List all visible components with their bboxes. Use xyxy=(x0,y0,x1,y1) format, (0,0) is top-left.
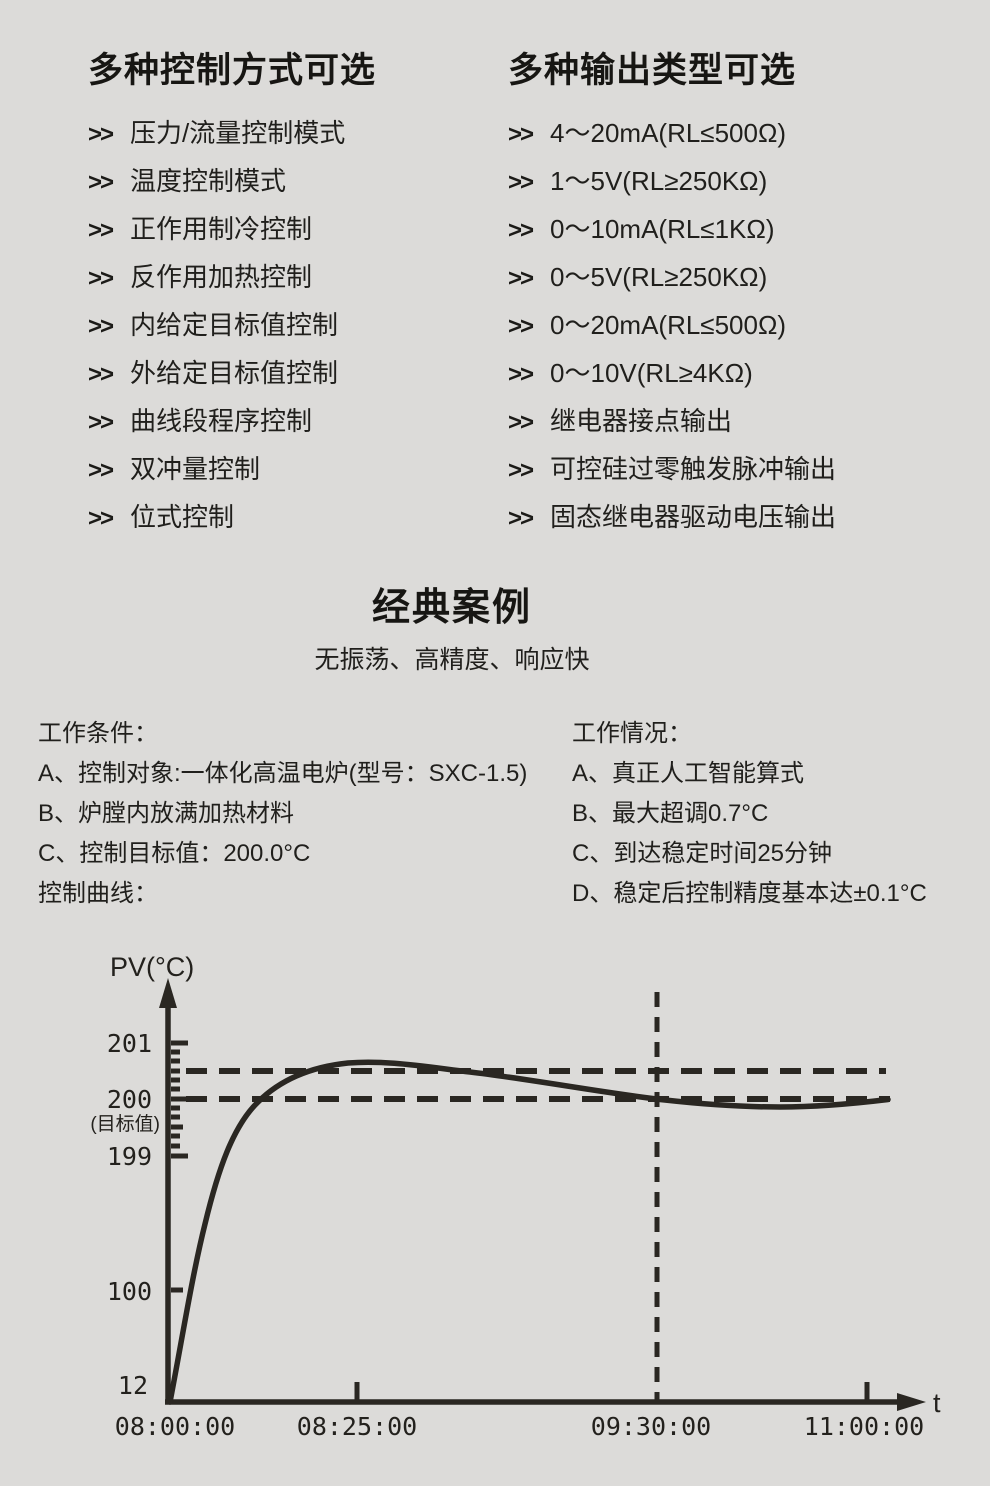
control-mode-label: 正作用制冷控制 xyxy=(130,214,313,244)
control-mode-item: >> 双冲量控制 xyxy=(88,445,376,493)
output-type-item: >> 1～5V(RL≥250KΩ) xyxy=(508,157,836,205)
output-type-item: >> 可控硅过零触发脉冲输出 xyxy=(508,445,836,493)
chevron-bullet-icon: >> xyxy=(508,265,534,292)
control-mode-item: >> 温度控制模式 xyxy=(88,157,376,205)
chevron-bullet-icon: >> xyxy=(88,409,114,436)
chevron-bullet-icon: >> xyxy=(508,169,534,196)
chevron-bullet-icon: >> xyxy=(88,265,114,292)
chevron-bullet-icon: >> xyxy=(508,313,534,340)
control-mode-item: >> 位式控制 xyxy=(88,493,376,541)
output-type-item: >> 继电器接点输出 xyxy=(508,397,836,445)
chevron-bullet-icon: >> xyxy=(88,169,114,196)
y-axis-arrow-icon xyxy=(159,978,177,1008)
control-modes-title: 多种控制方式可选 xyxy=(88,51,377,90)
x-tick-09-30-00: 09:30:00 xyxy=(591,1412,711,1441)
control-modes-list: >> 压力/流量控制模式 >> 温度控制模式 >> 正作用制冷控制 >> 反作用加热控制… xyxy=(88,109,376,541)
output-type-label: 固态继电器驱动电压输出 xyxy=(550,502,837,532)
case-subtitle: 无振荡、高精度、响应快 xyxy=(314,646,590,674)
chevron-bullet-icon: >> xyxy=(508,457,534,484)
y-tick-100: 100 xyxy=(107,1277,152,1306)
output-types-title: 多种输出类型可选 xyxy=(508,51,797,90)
chevron-bullet-icon: >> xyxy=(88,313,114,340)
control-mode-label: 外给定目标值控制 xyxy=(130,358,339,388)
chevron-bullet-icon: >> xyxy=(508,361,534,388)
control-mode-label: 内给定目标值控制 xyxy=(130,310,339,340)
x-tick-11-00-00: 11:00:00 xyxy=(804,1412,924,1441)
output-type-item: >> 固态继电器驱动电压输出 xyxy=(508,493,836,541)
output-type-label: 4～20mA(RL≤500Ω) xyxy=(550,118,787,148)
control-mode-label: 反作用加热控制 xyxy=(130,262,313,292)
control-mode-item: >> 压力/流量控制模式 xyxy=(88,109,376,157)
output-types-list: >> 4～20mA(RL≤500Ω) >> 1～5V(RL≥250KΩ) >> 0～1… xyxy=(508,109,836,541)
chevron-bullet-icon: >> xyxy=(88,457,114,484)
result-item: C、到达稳定时间25分钟 xyxy=(572,840,833,867)
x-tick-08-25-00: 08:25:00 xyxy=(297,1412,417,1441)
working-results-heading: 工作情况： xyxy=(572,720,692,747)
control-mode-label: 温度控制模式 xyxy=(130,166,287,196)
output-type-label: 0～10mA(RL≤1KΩ) xyxy=(550,214,775,244)
output-type-item: >> 0～20mA(RL≤500Ω) xyxy=(508,301,836,349)
output-type-item: >> 0～10mA(RL≤1KΩ) xyxy=(508,205,836,253)
output-types-section: 多种输出类型可选 >> 4～20mA(RL≤500Ω) >> 1～5V(RL≥250… xyxy=(508,42,836,541)
working-results: 工作情况： A、真正人工智能算式 B、最大超调0.7°C C、到达稳定时间25分… xyxy=(572,714,927,914)
control-mode-item: >> 反作用加热控制 xyxy=(88,253,376,301)
output-type-label: 可控硅过零触发脉冲输出 xyxy=(550,454,837,484)
result-item: B、最大超调0.7°C xyxy=(572,800,769,827)
control-mode-label: 双冲量控制 xyxy=(130,454,261,484)
output-type-label: 继电器接点输出 xyxy=(550,406,733,436)
working-conditions: 工作条件： A、控制对象:一体化高温电炉(型号：SXC-1.5) B、炉膛内放满… xyxy=(38,714,527,914)
target-value-note: (目标值) xyxy=(90,1113,160,1135)
x-axis-label: t xyxy=(933,1388,941,1418)
condition-item: C、控制目标值：200.0°C xyxy=(38,840,311,867)
chevron-bullet-icon: >> xyxy=(88,361,114,388)
chevron-bullet-icon: >> xyxy=(88,217,114,244)
y-tick-200: 200 xyxy=(107,1085,152,1114)
control-mode-label: 位式控制 xyxy=(130,502,235,532)
output-type-label: 1～5V(RL≥250KΩ) xyxy=(550,166,768,196)
chevron-bullet-icon: >> xyxy=(88,121,114,148)
output-type-item: >> 0～5V(RL≥250KΩ) xyxy=(508,253,836,301)
y-axis-ruler-ticks xyxy=(171,1040,188,1293)
control-modes-section: 多种控制方式可选 >> 压力/流量控制模式 >> 温度控制模式 >> 正作用制冷控制 … xyxy=(88,42,376,541)
y-axis-label: PV(°C) xyxy=(110,952,194,982)
control-mode-item: >> 正作用制冷控制 xyxy=(88,205,376,253)
control-mode-label: 曲线段程序控制 xyxy=(130,406,313,436)
result-item: D、稳定后控制精度基本达±0.1°C xyxy=(572,880,927,907)
condition-item: B、炉膛内放满加热材料 xyxy=(38,800,295,827)
output-type-label: 0～10V(RL≥4KΩ) xyxy=(550,358,753,388)
chevron-bullet-icon: >> xyxy=(508,121,534,148)
chevron-bullet-icon: >> xyxy=(88,505,114,532)
result-item: A、真正人工智能算式 xyxy=(572,760,805,787)
pv-curve xyxy=(167,1059,891,1405)
y-tick-199: 199 xyxy=(107,1142,152,1171)
output-type-label: 0～5V(RL≥250KΩ) xyxy=(550,262,768,292)
chevron-bullet-icon: >> xyxy=(508,217,534,244)
case-title: 经典案例 xyxy=(371,587,532,629)
chevron-bullet-icon: >> xyxy=(508,409,534,436)
x-tick-08-00-00: 08:00:00 xyxy=(115,1412,235,1441)
y-tick-12: 12 xyxy=(118,1371,148,1400)
y-tick-201: 201 xyxy=(107,1029,152,1058)
output-type-item: >> 0～10V(RL≥4KΩ) xyxy=(508,349,836,397)
control-curve-label: 控制曲线： xyxy=(38,880,158,907)
x-axis-arrow-icon xyxy=(897,1393,926,1411)
control-mode-item: >> 外给定目标值控制 xyxy=(88,349,376,397)
condition-item: A、控制对象:一体化高温电炉(型号：SXC-1.5) xyxy=(38,760,528,787)
chevron-bullet-icon: >> xyxy=(508,505,534,532)
control-curve-chart: PV(°C) t 201 200 (目标值) 199 100 12 08:00:… xyxy=(90,952,941,1441)
working-conditions-heading: 工作条件： xyxy=(38,720,158,747)
x-axis-ticks xyxy=(354,1382,870,1402)
control-mode-item: >> 内给定目标值控制 xyxy=(88,301,376,349)
control-mode-label: 压力/流量控制模式 xyxy=(130,118,346,148)
control-mode-item: >> 曲线段程序控制 xyxy=(88,397,376,445)
output-type-label: 0～20mA(RL≤500Ω) xyxy=(550,310,787,340)
output-type-item: >> 4～20mA(RL≤500Ω) xyxy=(508,109,836,157)
